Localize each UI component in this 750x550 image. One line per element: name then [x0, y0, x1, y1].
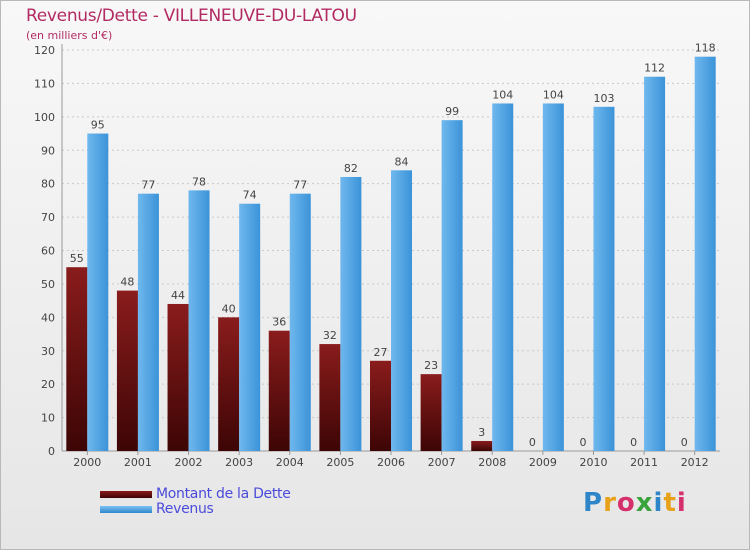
chart-subtitle: (en milliers d'€) [26, 29, 113, 42]
logo-letter: o [616, 488, 636, 518]
y-tick-label: 50 [41, 278, 55, 291]
bar-revenus-2011 [644, 76, 666, 451]
bar-revenus-2010 [593, 106, 615, 451]
y-tick-label: 60 [41, 245, 55, 258]
data-label-dette-2004: 36 [272, 316, 286, 329]
bar-revenus-2012 [694, 56, 716, 451]
data-label-revenus-2007: 99 [445, 105, 459, 118]
legend-swatch-revenus [100, 505, 152, 513]
x-tick-label-2002: 2002 [175, 456, 203, 469]
y-tick-label: 100 [34, 111, 55, 124]
y-tick-label: 20 [41, 378, 55, 391]
data-label-dette-2008: 3 [478, 426, 485, 439]
bar-dette-2005 [319, 344, 341, 451]
data-label-dette-2005: 32 [323, 329, 337, 342]
y-tick-label: 110 [34, 77, 55, 90]
x-tick-label-2012: 2012 [681, 456, 709, 469]
x-tick-label-2008: 2008 [478, 456, 506, 469]
data-label-revenus-2009: 104 [543, 88, 564, 101]
chart-title: Revenus/Dette - VILLENEUVE-DU-LATOU [26, 6, 357, 26]
proxiti-logo: Proxiti [583, 488, 687, 518]
x-tick-label-2006: 2006 [377, 456, 405, 469]
logo-letter: x [635, 488, 654, 518]
bar-revenus-2005 [340, 176, 362, 451]
logo-letter: r [603, 488, 617, 518]
bar-revenus-2000 [87, 133, 109, 451]
y-tick-label: 10 [41, 412, 55, 425]
bar-dette-2001 [116, 290, 138, 451]
x-tick-label-2003: 2003 [225, 456, 253, 469]
bar-revenus-2009 [542, 103, 564, 451]
data-label-revenus-2010: 103 [593, 92, 614, 105]
data-label-revenus-2006: 84 [395, 155, 409, 168]
y-tick-label: 40 [41, 311, 55, 324]
legend-swatch-dette [100, 490, 152, 498]
bar-revenus-2007 [441, 120, 463, 452]
bar-revenus-2003 [239, 203, 261, 451]
data-label-dette-2001: 48 [120, 276, 134, 289]
bar-dette-2000 [66, 267, 88, 451]
data-label-revenus-2008: 104 [492, 88, 513, 101]
data-label-dette-2000: 55 [70, 252, 84, 265]
logo-letter: t [663, 488, 677, 518]
x-tick-label-2005: 2005 [326, 456, 354, 469]
x-tick-label-2004: 2004 [276, 456, 304, 469]
bar-dette-2006 [370, 360, 391, 451]
bar-revenus-2002 [188, 190, 210, 451]
y-tick-label: 30 [41, 345, 55, 358]
data-label-revenus-2003: 74 [243, 189, 257, 202]
logo-letter: i [676, 488, 687, 518]
bar-dette-2008 [471, 440, 493, 451]
bar-revenus-2006 [391, 170, 412, 452]
bar-revenus-2004 [289, 193, 311, 452]
data-label-dette-2011: 0 [630, 436, 637, 449]
logo-letter: i [653, 488, 664, 518]
bar-revenus-2008 [492, 103, 514, 451]
data-label-dette-2006: 27 [374, 346, 388, 359]
legend-item-dette: Montant de la Dette [100, 486, 291, 502]
y-tick-label: 90 [41, 144, 55, 157]
x-tick-label-2007: 2007 [428, 456, 456, 469]
data-label-revenus-2012: 118 [695, 42, 716, 55]
data-label-dette-2007: 23 [424, 359, 438, 372]
y-tick-label: 120 [34, 44, 55, 57]
data-label-dette-2009: 0 [529, 436, 536, 449]
bar-dette-2004 [268, 330, 290, 451]
x-tick-label-2010: 2010 [579, 456, 607, 469]
x-tick-label-2000: 2000 [73, 456, 101, 469]
data-label-revenus-2000: 95 [91, 119, 105, 132]
data-label-revenus-2004: 77 [293, 179, 307, 192]
y-tick-label: 70 [41, 211, 55, 224]
x-tick-label-2009: 2009 [529, 456, 557, 469]
bar-dette-2003 [218, 317, 240, 451]
data-label-dette-2010: 0 [579, 436, 586, 449]
data-label-revenus-2005: 82 [344, 162, 358, 175]
data-label-revenus-2001: 77 [141, 179, 155, 192]
legend-label-revenus: Revenus [156, 501, 214, 517]
legend-label-dette: Montant de la Dette [156, 486, 291, 502]
legend-item-revenus: Revenus [100, 501, 214, 517]
logo-letter: P [583, 488, 604, 518]
data-label-revenus-2011: 112 [644, 62, 665, 75]
data-label-dette-2012: 0 [681, 436, 688, 449]
x-tick-label-2001: 2001 [124, 456, 152, 469]
x-tick-label-2011: 2011 [630, 456, 658, 469]
bar-revenus-2001 [137, 193, 159, 452]
data-label-revenus-2002: 78 [192, 175, 206, 188]
y-tick-label: 0 [48, 445, 55, 458]
y-tick-label: 80 [41, 178, 55, 191]
bar-dette-2007 [420, 374, 442, 451]
data-label-dette-2002: 44 [171, 289, 185, 302]
data-label-dette-2003: 40 [222, 302, 236, 315]
bar-dette-2002 [167, 303, 189, 451]
